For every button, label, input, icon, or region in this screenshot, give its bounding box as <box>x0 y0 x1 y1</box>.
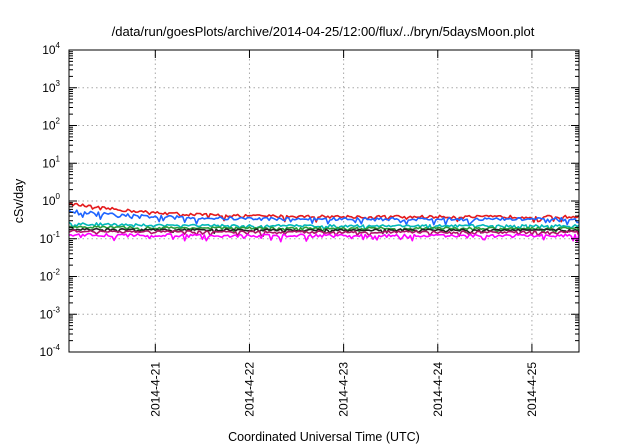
y-tick-label: 10-4 <box>40 343 61 359</box>
y-tick-label: 102 <box>42 117 60 133</box>
y-axis-label: cSv/day <box>12 178 26 223</box>
y-tick-label: 101 <box>42 154 60 170</box>
y-tick-label: 103 <box>42 79 60 95</box>
x-tick-label: 2014-4-21 <box>148 362 162 417</box>
y-tick-label: 10-1 <box>40 230 61 246</box>
grid <box>69 50 579 352</box>
y-tick-label: 10-2 <box>40 268 61 284</box>
chart-title: /data/run/goesPlots/archive/2014-04-25/1… <box>112 24 535 39</box>
x-tick-label: 2014-4-25 <box>525 362 539 417</box>
plot-frame <box>68 49 580 353</box>
series-line-7 <box>68 232 580 243</box>
y-tick-label: 104 <box>42 41 60 57</box>
x-axis-label: Coordinated Universal Time (UTC) <box>228 430 420 444</box>
series-line-6 <box>68 229 580 237</box>
x-axis-ticks: 2014-4-21 2014-4-22 2014-4-23 2014-4-24 2014… <box>148 50 539 417</box>
x-tick-label: 2014-4-24 <box>431 362 445 417</box>
x-tick-label: 2014-4-22 <box>242 362 256 417</box>
series-line-4 <box>68 225 580 234</box>
series-line-2 <box>68 209 579 226</box>
y-tick-label: 100 <box>42 192 60 208</box>
x-tick-label: 2014-4-23 <box>337 362 351 417</box>
y-axis-ticks: 10-4 10-3 10-2 10-1 100 101 102 103 104 <box>40 41 579 359</box>
series-group <box>68 201 580 243</box>
y-tick-label: 10-3 <box>40 305 61 321</box>
series-line-1 <box>68 201 580 223</box>
